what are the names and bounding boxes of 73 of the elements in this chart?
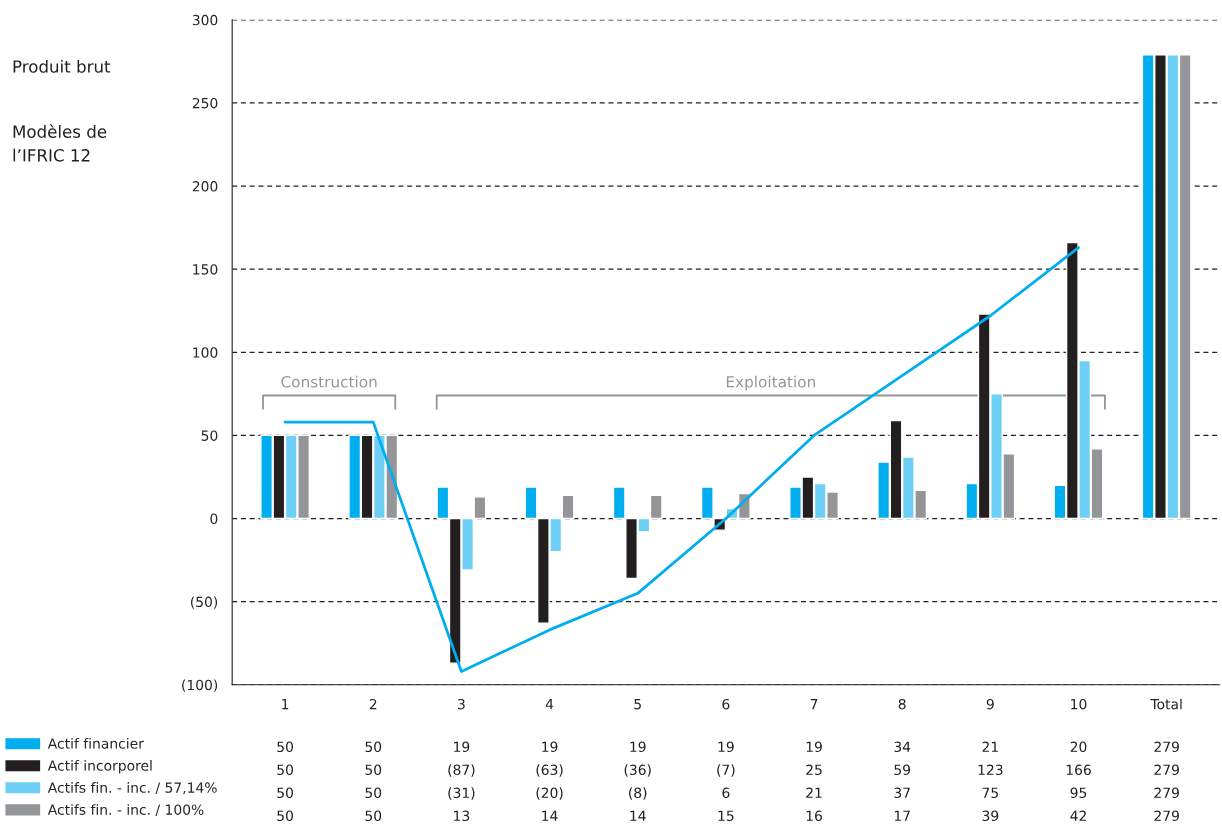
data-label: 50: [365, 764, 382, 776]
x-tick-label: 8: [898, 698, 906, 710]
data-label: 50: [277, 810, 293, 822]
data-label: (87): [448, 764, 475, 777]
data-label: 19: [454, 741, 470, 753]
data-label: 21: [982, 741, 998, 752]
data-label: (20): [536, 787, 563, 800]
x-tick-label: 6: [722, 698, 730, 710]
y-tick-label: 200: [192, 181, 218, 192]
legend-label: Actifs fin. - inc. / 100%: [47, 804, 204, 816]
line-series: [283, 246, 1080, 673]
y-tick-label: 300: [192, 14, 218, 26]
data-label: 19: [542, 741, 558, 753]
x-tick-label: 4: [545, 699, 554, 710]
data-label: 50: [365, 787, 382, 799]
data-label: 50: [277, 787, 293, 799]
data-label: 6: [722, 787, 730, 799]
data-label: 50: [365, 741, 382, 753]
data-label: 39: [982, 810, 999, 822]
data-label: 279: [1154, 764, 1179, 776]
data-label: 75: [982, 787, 998, 799]
data-label: 279: [1154, 787, 1179, 799]
data-label: 42: [1070, 810, 1086, 821]
y-tick-label: 250: [192, 97, 218, 109]
x-tick-label: 5: [634, 699, 641, 710]
data-label: 279: [1154, 741, 1179, 753]
legend-label: Actif financier: [47, 738, 144, 749]
data-label: 37: [894, 787, 910, 799]
data-label: (63): [536, 764, 563, 777]
legend-label: Actif incorporel: [47, 760, 152, 774]
y-tick-label: (100): [182, 679, 218, 692]
data-label: 14: [630, 810, 646, 821]
data-label: 13: [454, 810, 470, 822]
x-tick-label: 10: [1071, 698, 1087, 710]
data-label: 95: [1070, 787, 1087, 799]
data-label: 19: [718, 741, 734, 753]
x-tick-label: 1: [282, 699, 289, 710]
data-label: 166: [1066, 764, 1091, 776]
x-tick-label: 7: [810, 699, 818, 710]
data-label: 59: [894, 764, 911, 776]
data-label: (8): [629, 787, 647, 800]
y-tick-label: 0: [210, 513, 218, 524]
x-tick-label: 9: [986, 698, 994, 710]
data-label: (31): [448, 787, 475, 800]
data-label: 25: [806, 764, 822, 776]
data-label: 21: [806, 787, 822, 798]
y-tick-label: 50: [201, 430, 218, 441]
legend-label: Actifs fin. - inc. / 57,14%: [47, 782, 217, 795]
data-label: 19: [630, 741, 646, 753]
annotation: Exploitation: [726, 375, 815, 391]
data-label: 16: [806, 810, 822, 822]
data-label: (36): [624, 764, 651, 777]
x-tick-label: 2: [369, 698, 377, 710]
annotation: Construction: [281, 375, 377, 388]
text: Modèles de l’IFRIC 12: [13, 124, 107, 162]
x-tick-label: Total: [1150, 698, 1182, 710]
data-label: 123: [978, 764, 1003, 776]
y-tick-label: 150: [193, 264, 218, 275]
data-label: 50: [277, 764, 293, 776]
data-label: (7): [717, 764, 735, 777]
y-tick-label: 100: [193, 347, 218, 358]
data-label: 279: [1154, 810, 1179, 822]
y-tick-label: (50): [190, 596, 218, 609]
data-label: 50: [365, 810, 382, 822]
data-label: 15: [718, 810, 734, 822]
data-label: 34: [894, 741, 911, 753]
data-label: 50: [277, 741, 293, 753]
data-label: 19: [806, 741, 822, 753]
data-label: 14: [542, 810, 558, 821]
text: Produit brut: [13, 59, 111, 73]
data-label: 17: [894, 810, 910, 821]
x-tick-label: 3: [458, 698, 465, 710]
data-label: 20: [1070, 741, 1087, 753]
